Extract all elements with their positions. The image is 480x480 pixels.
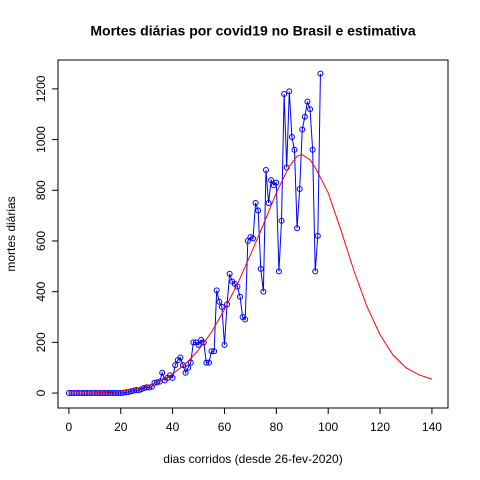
data-point <box>179 362 186 369</box>
data-point <box>177 354 184 361</box>
data-point <box>268 177 275 184</box>
data-point <box>312 268 319 275</box>
x-tick-label: 60 <box>218 420 232 434</box>
y-tick-label: 800 <box>34 180 48 200</box>
data-point <box>250 235 256 242</box>
data-point <box>294 225 301 232</box>
x-tick-label: 100 <box>318 420 338 434</box>
data-point <box>185 364 192 371</box>
data-point <box>265 199 272 206</box>
data-point <box>213 287 220 294</box>
data-point <box>172 362 179 369</box>
data-point <box>237 293 244 300</box>
data-point <box>278 217 285 224</box>
data-point <box>304 98 311 105</box>
data-point <box>221 341 228 348</box>
data-point <box>211 348 218 355</box>
data-point <box>275 268 282 275</box>
data-point <box>169 374 176 381</box>
data-point <box>218 303 225 310</box>
x-tick-label: 40 <box>166 420 180 434</box>
chart-title: Mortes diárias por covid19 no Brasil e e… <box>90 23 415 39</box>
y-tick-label: 0 <box>34 389 48 396</box>
data-point <box>190 339 197 346</box>
x-tick-label: 140 <box>422 420 442 434</box>
data-point <box>208 348 215 355</box>
data-point <box>288 134 295 141</box>
data-point <box>273 179 280 186</box>
data-point <box>307 106 314 113</box>
data-point <box>224 301 231 308</box>
data-point <box>187 359 194 366</box>
data-point <box>216 298 223 305</box>
y-tick-label: 400 <box>34 281 48 301</box>
x-tick-label: 80 <box>270 420 284 434</box>
data-point <box>257 265 264 272</box>
data-point <box>317 70 324 77</box>
data-point <box>182 369 189 376</box>
data-point <box>301 113 308 120</box>
data-point <box>281 90 288 97</box>
data-point <box>242 316 249 323</box>
data-point <box>159 369 166 376</box>
data-point <box>252 199 259 206</box>
data-point <box>286 88 293 95</box>
data-point <box>260 288 267 295</box>
data-point <box>203 359 210 366</box>
plot-box <box>57 59 449 409</box>
data-point <box>195 341 202 348</box>
x-axis-label: dias corridos (desde 26-fev-2020) <box>163 452 342 466</box>
y-axis-label: mortes diárias <box>4 196 18 271</box>
x-tick-label: 20 <box>114 420 128 434</box>
data-point <box>296 186 303 193</box>
data-point <box>255 207 262 214</box>
data-point <box>226 270 233 277</box>
y-tick-label: 200 <box>34 332 48 352</box>
data-point <box>314 232 321 239</box>
y-tick-label: 600 <box>34 231 48 251</box>
data-point <box>262 167 269 174</box>
data-point <box>205 359 212 366</box>
x-tick-label: 120 <box>370 420 390 434</box>
data-line <box>68 154 433 394</box>
x-tick-label: 0 <box>66 420 73 434</box>
data-point <box>154 379 161 386</box>
y-tick-label: 1200 <box>34 75 48 102</box>
y-tick-label: 1000 <box>34 126 48 153</box>
data-point <box>291 146 298 153</box>
data-point <box>299 126 306 133</box>
data-point <box>309 146 316 153</box>
data-point <box>200 339 207 346</box>
